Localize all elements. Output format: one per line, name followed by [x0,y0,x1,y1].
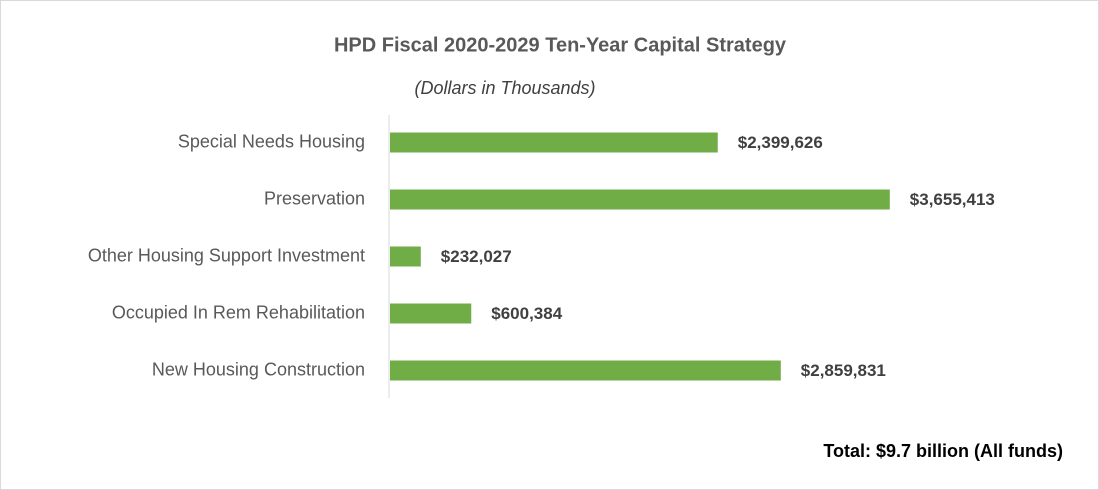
value-label: $600,384 [491,304,562,323]
chart-title: HPD Fiscal 2020-2029 Ten-Year Capital St… [334,34,787,56]
value-label: $2,859,831 [801,361,886,380]
chart-subtitle: (Dollars in Thousands) [414,78,595,98]
bar [390,189,890,210]
bar [390,303,472,324]
value-label: $232,027 [441,247,512,266]
bar [390,132,718,153]
category-label: Preservation [264,188,365,208]
bar [390,246,421,267]
total-annotation: Total: $9.7 billion (All funds) [823,441,1063,461]
bar [390,360,781,381]
value-label: $2,399,626 [738,133,823,152]
category-label: Occupied In Rem Rehabilitation [112,302,365,322]
category-label: Special Needs Housing [178,131,365,151]
category-label: Other Housing Support Investment [88,245,365,265]
value-label: $3,655,413 [910,190,995,209]
category-label: New Housing Construction [152,359,365,379]
